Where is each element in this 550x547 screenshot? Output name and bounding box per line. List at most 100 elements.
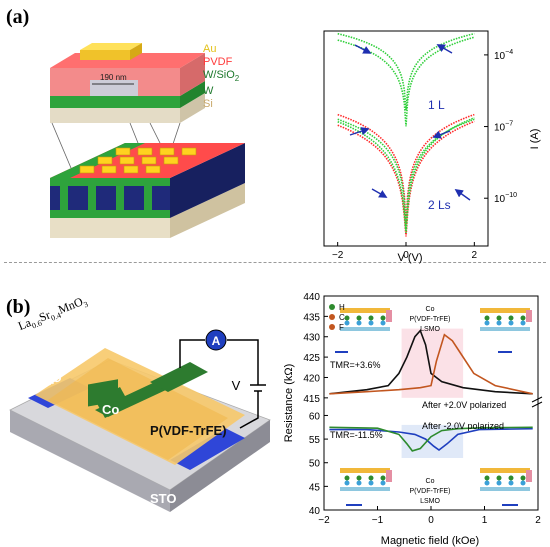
panel-b-label: (b)	[6, 296, 31, 318]
pvdf-label: P(VDF-TrFE)	[150, 423, 227, 438]
inset-molecule	[496, 475, 502, 481]
tmr-bottom-annotation: TMR=-11.5%	[330, 430, 383, 440]
ammeter-label: A	[212, 334, 221, 348]
tmr-ytick-label: 55	[309, 435, 321, 446]
iv-arrow	[349, 127, 370, 136]
inset-molecule	[368, 475, 374, 481]
inset-molecule	[508, 480, 514, 486]
tmr-axis-break	[531, 401, 543, 408]
tmr-series-3	[329, 426, 533, 452]
inset-molecule	[356, 475, 362, 481]
tmr-xtick-label: 0	[428, 515, 434, 526]
inset-molecule	[496, 480, 502, 486]
after-pos-annotation: After +2.0V polarized	[422, 400, 506, 410]
inset-molecule	[484, 320, 490, 326]
iv-xtick-label: 0	[403, 250, 409, 261]
dimension-label: 190 nm	[100, 73, 127, 82]
inset-co-layer	[480, 468, 530, 473]
tmr-ytick-label: 40	[309, 506, 321, 517]
inset-co-layer	[480, 308, 530, 313]
inset-molecule	[368, 480, 374, 486]
tmr-series-1	[329, 333, 533, 395]
iv-plot-frame	[323, 30, 489, 247]
inset-molecule	[380, 475, 386, 481]
legend-si: Si	[203, 98, 213, 111]
inset-molecule	[368, 315, 374, 321]
inset-molecule	[484, 315, 490, 321]
tmr-xlabel: Magnetic field (kOe)	[381, 535, 479, 547]
inset-lsmo-layer	[480, 487, 530, 491]
after-neg-annotation: After -2.0V polarized	[422, 421, 504, 431]
inset-polarization-arrow	[386, 470, 392, 482]
inset-molecule	[356, 480, 362, 486]
inset-molecule	[356, 320, 362, 326]
inset-co-layer	[340, 468, 390, 473]
inset-molecule	[344, 480, 350, 486]
ammeter-icon	[205, 329, 227, 351]
device-stack-illustration: 190 nm	[50, 43, 245, 238]
inset-molecule	[380, 320, 386, 326]
inset-label: P(VDF-TrFE)	[410, 488, 451, 495]
inset-molecule	[484, 475, 490, 481]
inset-molecule	[380, 480, 386, 486]
inset-co-layer	[340, 308, 390, 313]
iv-curve-3	[337, 120, 475, 237]
legend-w: W	[203, 85, 214, 98]
iv-curve-0	[337, 36, 475, 127]
tmr-ytick-label: 430	[303, 333, 320, 344]
voltage-label: V	[232, 378, 241, 393]
stack-legend: Au PVDF W/SiO2 W Si	[203, 43, 239, 111]
inset-molecule	[344, 475, 350, 481]
tmr-legend-marker	[329, 314, 335, 320]
tmr-xtick-label: −1	[372, 515, 384, 526]
inset-molecule	[520, 320, 526, 326]
inset-molecule	[484, 480, 490, 486]
tmr-legend-label: F	[339, 323, 344, 332]
panel-divider	[4, 262, 546, 263]
tmr-ytick-label: 415	[303, 394, 320, 405]
inset-lsmo-layer	[480, 327, 530, 331]
tmr-legend-marker	[329, 324, 335, 330]
inset-label: LSMO	[420, 326, 440, 333]
iv-ytick-label: 10−7	[494, 121, 513, 134]
iv-arrow	[436, 44, 453, 54]
iv-ytick-label: 10−10	[494, 192, 517, 205]
inset-molecule	[520, 315, 526, 321]
tmr-xtick-label: −2	[318, 515, 330, 526]
iv-xlabel: V (V)	[397, 252, 422, 264]
inset-molecule	[344, 320, 350, 326]
tmr-ytick-label: 45	[309, 482, 321, 493]
annotation-1l: 1 L	[428, 98, 445, 112]
tmr-ytick-label: 435	[303, 312, 320, 323]
legend-w-sio2: W/SiO2	[203, 69, 240, 84]
inset-polarization-arrow	[526, 310, 532, 322]
iv-arrow	[371, 188, 388, 198]
inset-lsmo-layer	[340, 487, 390, 491]
tmr-legend-label: C	[339, 313, 345, 322]
inset-label: P(VDF-TrFE)	[410, 316, 451, 323]
tmr-chart: −2 −1 0 1 2 40 45 50 55 60 415 420 425 430 435 440 Co P(…	[283, 292, 543, 547]
inset-molecule	[356, 315, 362, 321]
iv-xtick-label: −2	[332, 250, 344, 261]
tmr-legend-marker	[329, 304, 335, 310]
tmr-ylabel: Resistance (kΩ)	[283, 364, 295, 443]
iv-chart: V (V) I (A) 1 L 2 Ls −2 0 2 10−4 10−7 10−10	[323, 30, 541, 264]
inset-molecule	[508, 315, 514, 321]
iv-arrow	[354, 44, 372, 54]
iv-ylabel: I (A)	[529, 129, 541, 150]
tmr-ytick-label: 440	[303, 292, 320, 303]
tmr-top-annotation: TMR=+3.6%	[330, 360, 381, 370]
inset-polarization-arrow	[526, 470, 532, 482]
inset-polarization-arrow	[386, 310, 392, 322]
annotation-2ls: 2 Ls	[428, 198, 451, 212]
legend-pvdf: PVDF	[203, 56, 233, 68]
inset-molecule	[520, 480, 526, 486]
tmr-legend-label: H	[339, 303, 345, 312]
iv-arrow	[432, 130, 451, 139]
inset-molecule	[508, 320, 514, 326]
sto-label: STO	[150, 491, 177, 506]
tmr-ytick-label: 425	[303, 353, 320, 364]
tmr-series-0	[329, 329, 533, 395]
tmr-shaded-region-bottom	[401, 424, 464, 458]
inset-molecule	[368, 320, 374, 326]
